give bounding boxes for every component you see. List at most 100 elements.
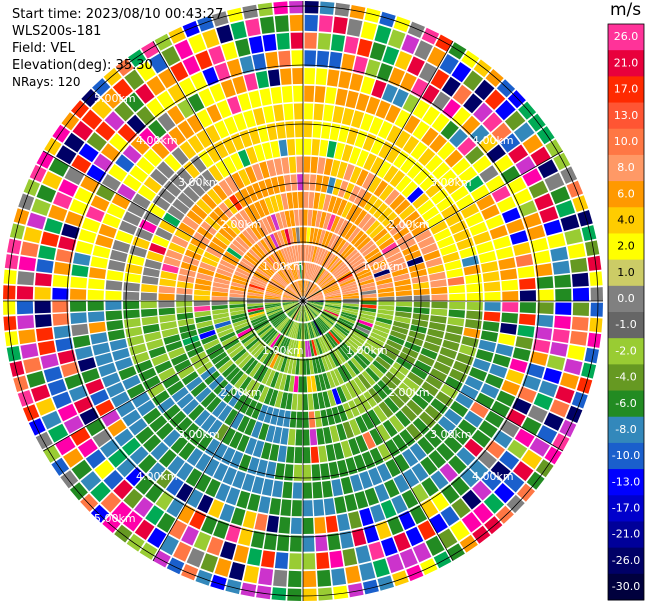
velocity-gate: [306, 285, 318, 298]
azimuth-spoke: [152, 40, 304, 302]
velocity-gate: [186, 210, 203, 225]
velocity-gate: [146, 250, 164, 263]
velocity-gate: [148, 53, 168, 74]
velocity-gate: [396, 357, 413, 371]
velocity-gate: [207, 419, 223, 437]
velocity-gate: [509, 230, 529, 245]
velocity-gate: [158, 367, 176, 382]
velocity-gate: [245, 337, 260, 350]
velocity-gate: [307, 393, 314, 410]
velocity-gate: [360, 293, 377, 298]
velocity-gate: [288, 339, 295, 356]
velocity-gate: [495, 246, 514, 260]
velocity-gate: [393, 320, 410, 330]
velocity-gate: [195, 278, 212, 286]
velocity-gate: [182, 55, 201, 76]
velocity-gate: [90, 504, 110, 523]
velocity-gate: [304, 323, 307, 340]
velocity-gate: [234, 191, 248, 208]
velocity-gate: [211, 351, 228, 365]
velocity-gate: [493, 235, 511, 250]
velocity-gate: [398, 510, 416, 531]
velocity-gate: [105, 290, 122, 300]
velocity-gate: [476, 241, 494, 254]
velocity-gate: [555, 200, 576, 218]
velocity-gate: [444, 177, 463, 195]
velocity-gate: [323, 309, 339, 317]
velocity-gate: [450, 185, 469, 202]
velocity-gate: [166, 380, 185, 396]
velocity-gate: [276, 272, 288, 286]
velocity-gate: [266, 235, 277, 251]
velocity-gate: [197, 494, 214, 514]
velocity-gate: [325, 297, 342, 300]
instrument-label: WLS200s-181: [12, 24, 102, 39]
velocity-gate: [362, 243, 377, 257]
velocity-gate: [163, 429, 181, 448]
velocity-gate: [303, 535, 315, 552]
velocity-gate: [74, 187, 94, 205]
velocity-gate: [332, 237, 344, 253]
velocity-gate: [262, 217, 273, 234]
velocity-gate: [526, 363, 545, 379]
velocity-gate: [336, 423, 347, 441]
velocity-gate: [287, 428, 296, 446]
velocity-gate: [298, 376, 303, 393]
velocity-gate: [325, 444, 336, 462]
velocity-gate: [492, 353, 511, 368]
velocity-gate: [411, 223, 429, 237]
velocity-gate: [478, 339, 497, 353]
velocity-gate: [513, 461, 534, 482]
velocity-gate: [519, 302, 536, 314]
velocity-gate: [326, 371, 336, 388]
velocity-gate: [528, 405, 548, 423]
velocity-gate: [427, 328, 445, 339]
velocity-gate: [262, 349, 274, 365]
velocity-gate: [340, 476, 353, 495]
velocity-gate: [158, 285, 176, 294]
velocity-gate: [270, 214, 280, 231]
velocity-gate: [369, 42, 386, 61]
velocity-gate: [264, 302, 281, 305]
velocity-gate: [303, 323, 305, 340]
velocity-gate: [227, 96, 242, 115]
velocity-gate: [196, 320, 213, 329]
velocity-gate: [380, 499, 397, 519]
velocity-gate: [201, 334, 218, 345]
velocity-gate: [101, 174, 121, 192]
velocity-gate: [304, 282, 313, 297]
velocity-gate: [213, 443, 228, 461]
velocity-gate: [222, 223, 238, 239]
velocity-gate: [177, 318, 195, 327]
velocity-gate: [414, 360, 432, 374]
velocity-gate: [306, 304, 319, 316]
velocity-gate: [232, 318, 249, 327]
velocity-gate: [266, 307, 282, 315]
velocity-gate: [248, 339, 262, 353]
velocity-gate: [530, 237, 549, 253]
velocity-gate: [290, 174, 298, 191]
velocity-gate: [154, 33, 173, 51]
velocity-gate: [355, 322, 372, 331]
velocity-gate: [239, 397, 253, 414]
velocity-gate: [550, 186, 571, 205]
velocity-gate: [417, 436, 435, 455]
velocity-gate: [282, 297, 299, 301]
velocity-gate: [285, 339, 293, 356]
velocity-gate: [501, 207, 521, 224]
velocity-gate: [329, 351, 340, 367]
azimuth-spoke: [42, 300, 304, 452]
velocity-gate: [331, 406, 342, 424]
velocity-gate: [430, 69, 450, 90]
velocity-gate: [478, 251, 497, 264]
velocity-gate: [303, 305, 308, 322]
velocity-gate: [206, 104, 222, 123]
velocity-gate: [323, 354, 333, 370]
velocity-gate: [266, 287, 283, 294]
velocity-gate: [378, 141, 393, 159]
velocity-gate: [307, 301, 324, 306]
velocity-gate: [321, 122, 332, 139]
velocity-gate: [396, 232, 413, 246]
velocity-gate: [196, 109, 213, 128]
